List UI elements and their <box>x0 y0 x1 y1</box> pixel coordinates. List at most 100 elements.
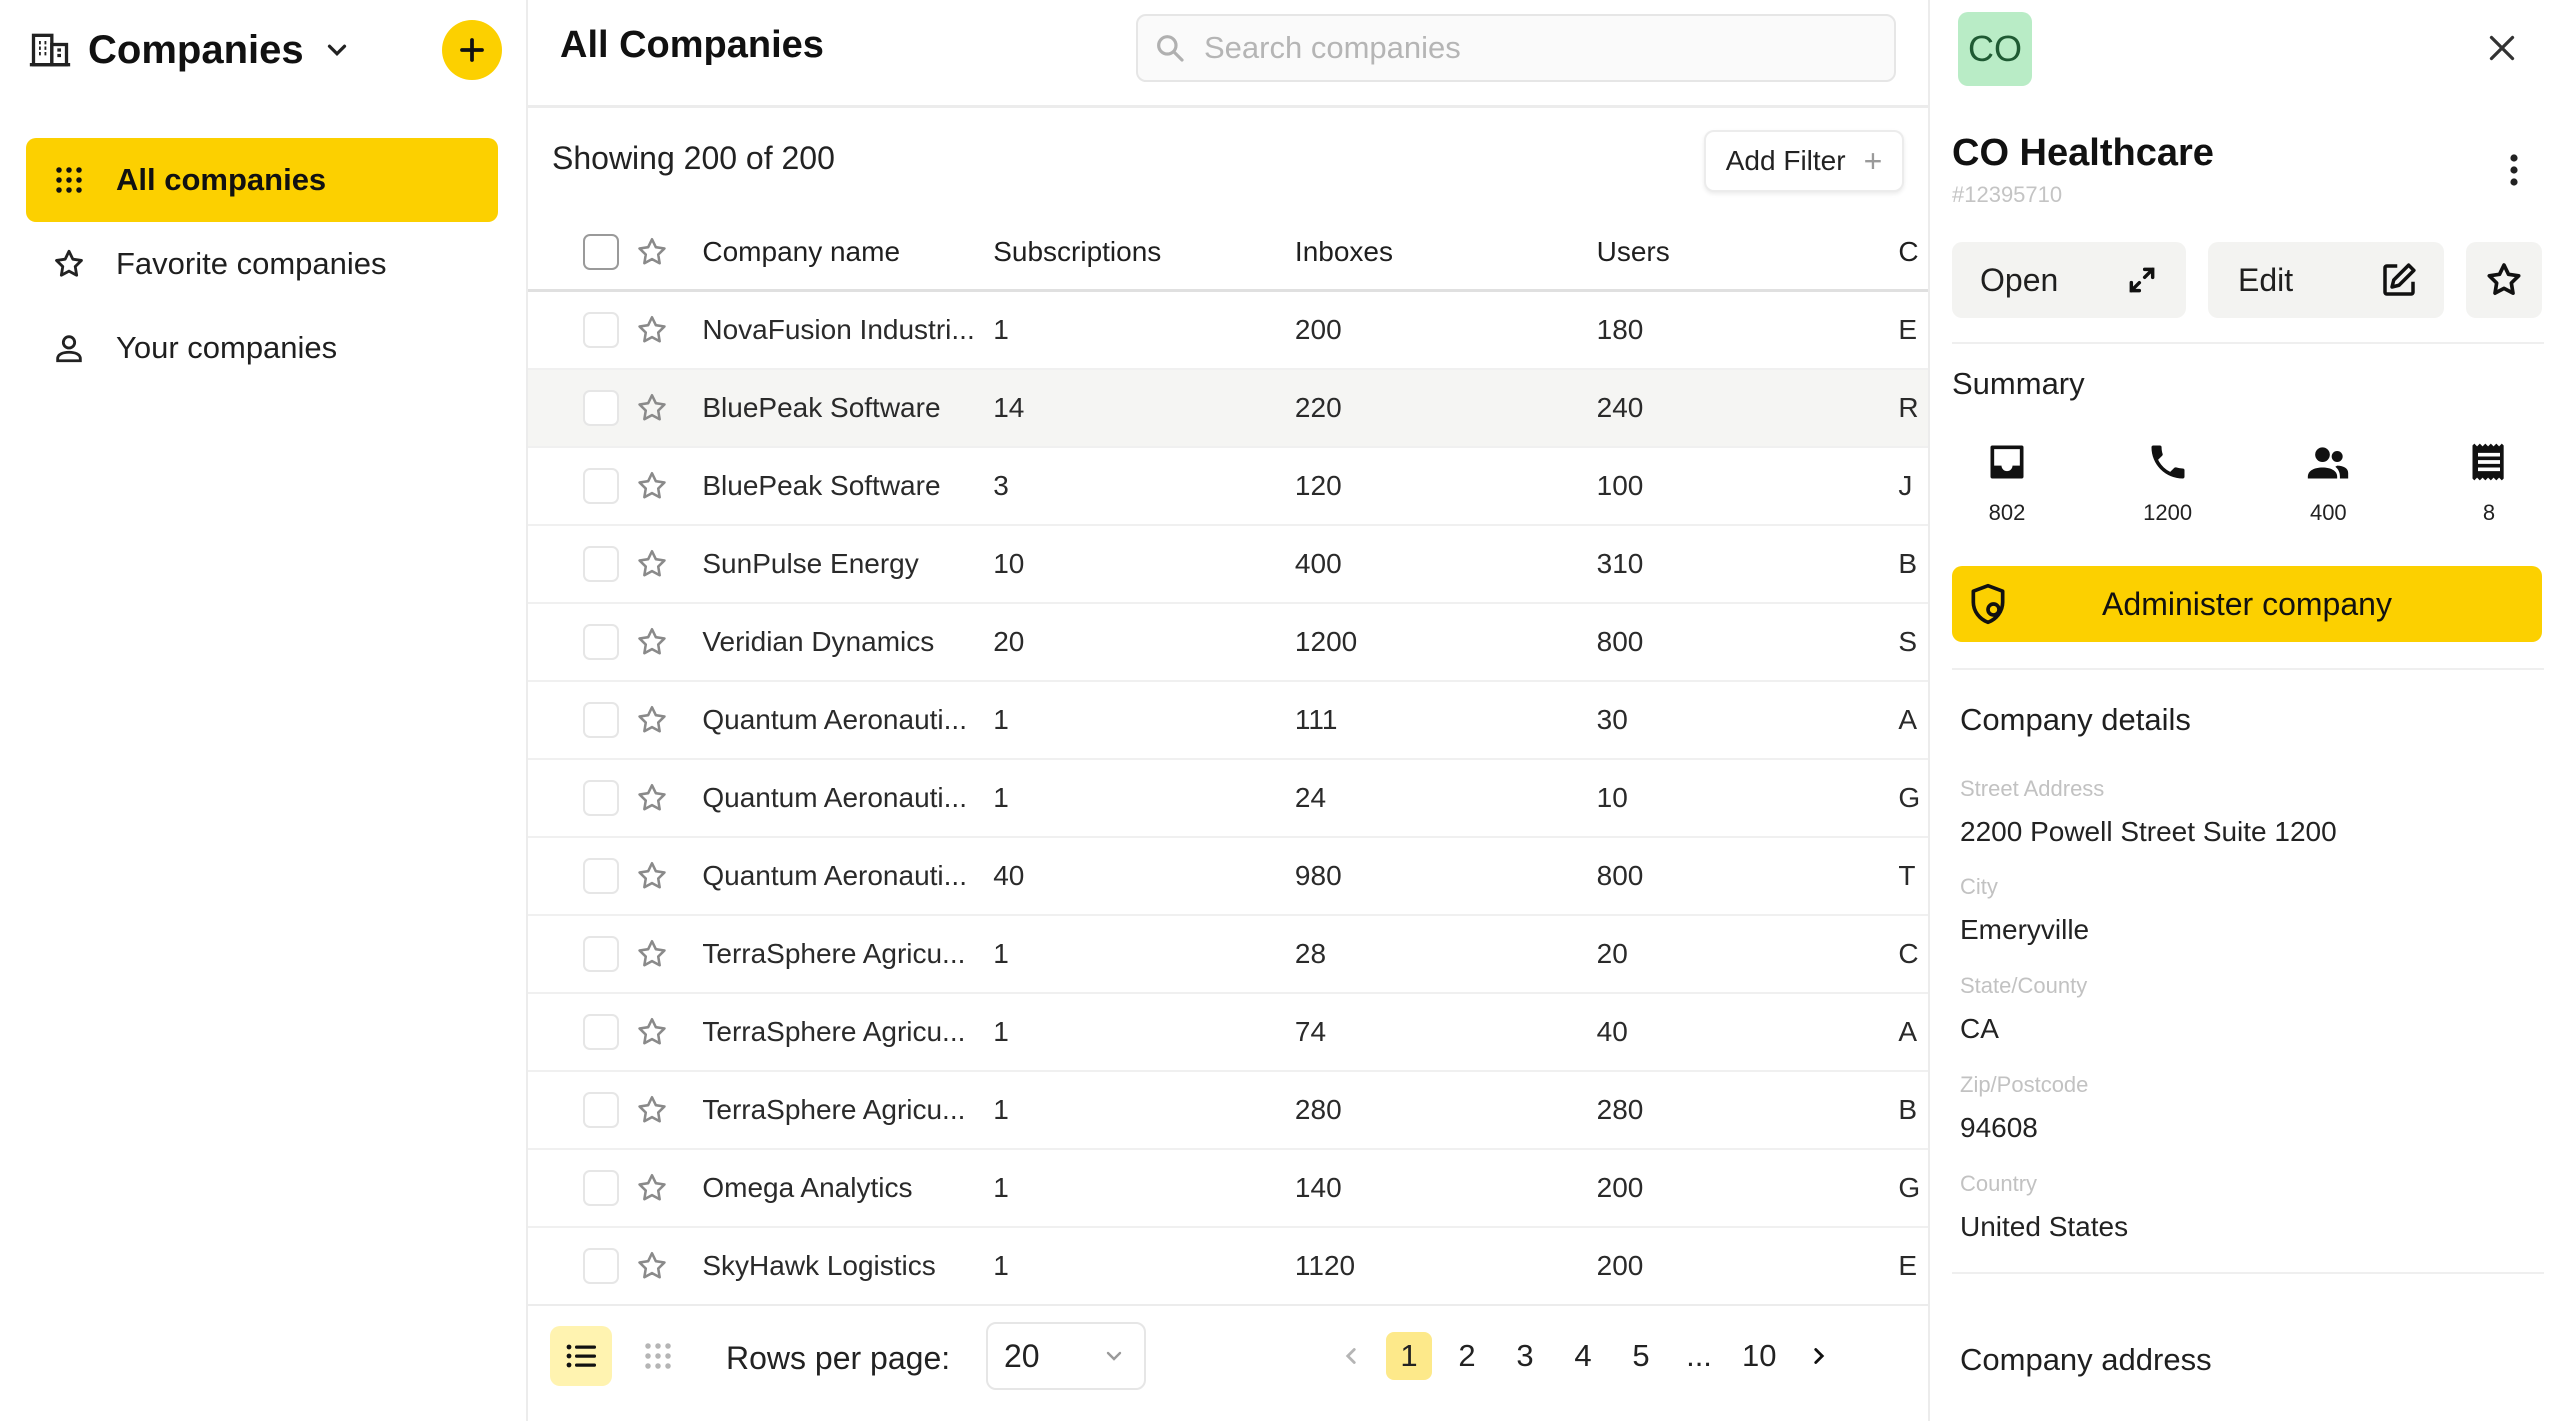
companies-table: Company name Subscriptions Inboxes Users… <box>528 214 1928 1304</box>
star-icon[interactable] <box>635 625 669 659</box>
table-row[interactable]: Veridian Dynamics 20 1200 800 S <box>528 604 1928 682</box>
star-icon <box>50 245 88 283</box>
sidebar-title[interactable]: Companies <box>88 27 304 72</box>
star-icon[interactable] <box>635 1015 669 1049</box>
table-row[interactable]: TerraSphere Agricu... 1 280 280 B <box>528 1072 1928 1150</box>
rows-per-page-select[interactable]: 20 <box>986 1322 1146 1390</box>
star-icon[interactable] <box>635 1171 669 1205</box>
column-header-name[interactable]: Company name <box>702 235 901 267</box>
cell-extra: A <box>1898 1016 1918 1047</box>
page-button[interactable]: 5 <box>1632 1338 1650 1373</box>
table-row[interactable]: Quantum Aeronauti... 1 24 10 G <box>528 760 1928 838</box>
stat-users: 400 <box>2273 440 2383 526</box>
sidebar-item-favorite-companies[interactable]: Favorite companies <box>26 222 498 306</box>
cell-subscriptions: 1 <box>993 1094 1009 1125</box>
avatar: CO <box>1958 12 2032 86</box>
row-checkbox[interactable] <box>583 1170 620 1206</box>
cell-inboxes: 28 <box>1294 938 1327 969</box>
star-icon[interactable] <box>635 1093 669 1127</box>
table-row[interactable]: TerraSphere Agricu... 1 28 20 C <box>528 916 1928 994</box>
company-name: CO Healthcare <box>1952 132 2214 174</box>
cell-users: 310 <box>1596 548 1644 579</box>
cell-users: 10 <box>1596 782 1628 813</box>
row-checkbox[interactable] <box>583 780 620 816</box>
star-icon[interactable] <box>635 391 669 425</box>
apps-grid-icon <box>50 161 88 199</box>
table-row[interactable]: Omega Analytics 1 140 200 G <box>528 1150 1928 1228</box>
row-checkbox[interactable] <box>583 1248 620 1284</box>
users-icon <box>2308 447 2349 479</box>
prev-page-button[interactable] <box>1328 1332 1374 1380</box>
cell-users: 200 <box>1596 1250 1644 1281</box>
cell-inboxes: 980 <box>1294 860 1342 891</box>
table-row[interactable]: BluePeak Software 3 120 100 J <box>528 448 1928 526</box>
more-vertical-icon[interactable] <box>2508 152 2520 188</box>
page-button[interactable]: 4 <box>1574 1338 1592 1373</box>
close-icon[interactable] <box>2484 30 2520 66</box>
column-header-users[interactable]: Users <box>1596 235 1670 267</box>
row-checkbox[interactable] <box>583 390 620 426</box>
page-button[interactable]: 3 <box>1516 1338 1534 1373</box>
cell-subscriptions: 40 <box>993 860 1025 891</box>
row-checkbox[interactable] <box>583 702 620 738</box>
table-row[interactable]: SkyHawk Logistics 1 1120 200 E <box>528 1228 1928 1304</box>
star-icon[interactable] <box>635 937 669 971</box>
select-all-checkbox[interactable] <box>583 233 620 270</box>
table-row[interactable]: TerraSphere Agricu... 1 74 40 A <box>528 994 1928 1072</box>
row-checkbox[interactable] <box>583 858 620 894</box>
favorite-button[interactable] <box>2466 242 2542 318</box>
page-button[interactable]: 10 <box>1742 1338 1777 1373</box>
stat-value: 802 <box>1988 500 2026 525</box>
row-checkbox[interactable] <box>583 546 620 582</box>
row-checkbox[interactable] <box>583 1092 620 1128</box>
cell-users: 800 <box>1596 860 1644 891</box>
table-row[interactable]: Quantum Aeronauti... 1 111 30 A <box>528 682 1928 760</box>
summary-stats: 802 1200 400 8 <box>1952 440 2544 526</box>
row-checkbox[interactable] <box>583 1014 620 1050</box>
cell-extra: R <box>1898 392 1919 423</box>
next-page-button[interactable] <box>1796 1332 1842 1380</box>
star-icon[interactable] <box>635 547 669 581</box>
cell-subscriptions: 10 <box>993 548 1025 579</box>
grid-view-button[interactable] <box>628 1326 688 1386</box>
page-button[interactable]: 1 <box>1386 1332 1432 1380</box>
sidebar-item-label: Favorite companies <box>116 246 387 281</box>
row-checkbox[interactable] <box>583 936 620 972</box>
search-input[interactable] <box>1204 30 1864 66</box>
table-row[interactable]: SunPulse Energy 10 400 310 B <box>528 526 1928 604</box>
row-checkbox[interactable] <box>583 468 620 504</box>
table-row[interactable]: Quantum Aeronauti... 40 980 800 T <box>528 838 1928 916</box>
sidebar-item-all-companies[interactable]: All companies <box>26 138 498 222</box>
edit-button[interactable]: Edit <box>2208 242 2444 318</box>
cell-users: 40 <box>1596 1016 1628 1047</box>
cell-inboxes: 280 <box>1294 1094 1342 1125</box>
search-box[interactable] <box>1136 14 1896 82</box>
list-view-button[interactable] <box>550 1326 612 1386</box>
star-icon[interactable] <box>635 469 669 503</box>
chevron-down-icon[interactable] <box>322 35 352 65</box>
row-checkbox[interactable] <box>583 312 620 348</box>
company-detail-panel: CO CO Healthcare #12395710 Open Edit Sum… <box>1928 0 2560 1421</box>
star-icon[interactable] <box>635 781 669 815</box>
column-header-subscriptions[interactable]: Subscriptions <box>993 235 1162 267</box>
column-header-inboxes[interactable]: Inboxes <box>1294 235 1393 267</box>
open-button[interactable]: Open <box>1952 242 2186 318</box>
cell-subscriptions: 20 <box>993 626 1025 657</box>
column-header-extra[interactable]: C <box>1898 235 1919 267</box>
add-filter-button[interactable]: Add Filter + <box>1704 130 1904 192</box>
administer-company-button[interactable]: Administer company <box>1952 566 2542 642</box>
add-company-button[interactable] <box>442 20 502 80</box>
table-row[interactable]: BluePeak Software 14 220 240 R <box>528 370 1928 448</box>
star-icon[interactable] <box>635 235 669 269</box>
star-icon[interactable] <box>635 313 669 347</box>
page-button[interactable]: 2 <box>1458 1338 1476 1373</box>
table-row[interactable]: NovaFusion Industri... 1 200 180 E <box>528 292 1928 370</box>
cell-extra: G <box>1898 782 1921 813</box>
cell-inboxes: 111 <box>1294 704 1338 735</box>
stat-receipts: 8 <box>2434 440 2544 526</box>
row-checkbox[interactable] <box>583 624 620 660</box>
star-icon[interactable] <box>635 1249 669 1283</box>
star-icon[interactable] <box>635 859 669 893</box>
sidebar-item-your-companies[interactable]: Your companies <box>26 306 498 390</box>
star-icon[interactable] <box>635 703 669 737</box>
